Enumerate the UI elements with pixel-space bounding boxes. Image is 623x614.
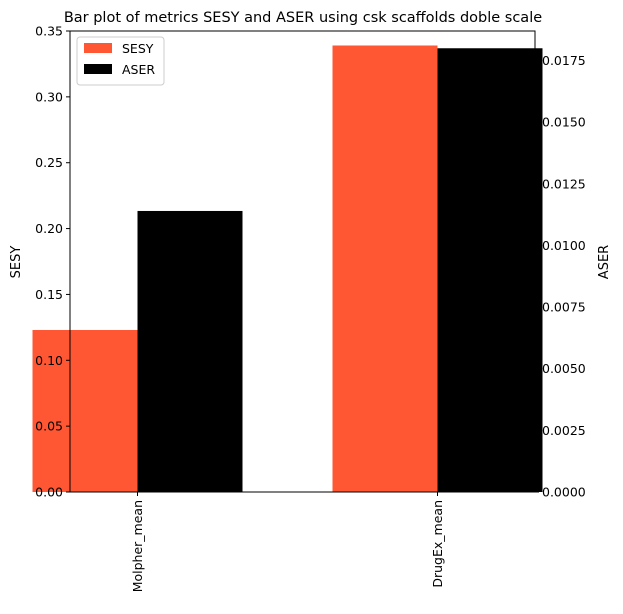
y-axis-left-label: SESY [9,246,24,279]
x-tick-label: Molpher_mean [130,500,145,592]
y-tick-label-left: 0.15 [35,287,63,302]
y-tick-label-right: 0.0175 [542,53,586,68]
plot-frame [69,30,536,493]
bars-group [32,45,543,492]
y-tick-label-left: 0.25 [35,155,63,170]
y-tick-label-right: 0.0050 [542,361,586,376]
y-axis-right-label: ASER [597,245,612,279]
bar-aser-drugex-mean [437,48,543,492]
y-tick-label-right: 0.0100 [542,238,586,253]
x-axis-ticks: Molpher_mean DrugEx_mean [130,492,445,592]
y-tick-label-left: 0.00 [35,485,63,500]
legend-swatch-aser [84,64,112,74]
y-tick-label-left: 0.35 [35,24,63,39]
y-tick-label-left: 0.10 [35,353,63,368]
y-tick-label-right: 0.0025 [542,423,586,438]
bar-aser-molpher-mean [137,210,243,492]
bar-sesy-molpher-mean [32,329,138,492]
y-tick-label-right: 0.0000 [542,485,586,500]
y-tick-label-left: 0.20 [35,221,63,236]
x-tick-label: DrugEx_mean [430,500,445,588]
y-tick-label-left: 0.30 [35,89,63,104]
y-axis-right-ticks: 0.0000 0.0025 0.0050 0.0075 0.0100 0.0125 0.01… [535,53,586,500]
chart-title: Bar plot of metrics SESY and ASER using … [64,10,542,26]
legend-label-sesy: SESY [122,41,154,56]
y-tick-label-right: 0.0125 [542,176,586,191]
legend-label-aser: ASER [122,62,155,77]
legend: SESY ASER [76,36,165,86]
y-axis-left-ticks: 0.00 0.05 0.10 0.15 0.20 0.25 0.30 0.35 [35,24,70,500]
y-tick-label-right: 0.0150 [542,115,586,130]
legend-swatch-sesy [84,43,112,53]
y-tick-label-right: 0.0075 [542,300,586,315]
y-tick-label-left: 0.05 [35,419,63,434]
bar-sesy-drugex-mean [332,45,438,492]
